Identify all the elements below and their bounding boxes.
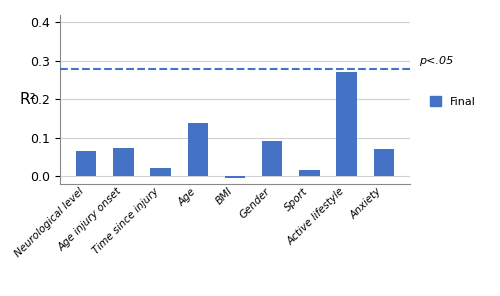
Bar <box>76 151 96 176</box>
Bar <box>188 123 208 176</box>
Y-axis label: R²: R² <box>19 92 36 107</box>
Bar <box>225 176 245 178</box>
Bar <box>336 72 357 176</box>
Bar <box>262 141 282 176</box>
Bar <box>374 149 394 176</box>
Bar <box>113 148 134 176</box>
Bar <box>299 170 320 176</box>
Text: p<.05: p<.05 <box>419 56 453 66</box>
Bar <box>150 168 171 176</box>
Legend: Final: Final <box>430 96 476 107</box>
